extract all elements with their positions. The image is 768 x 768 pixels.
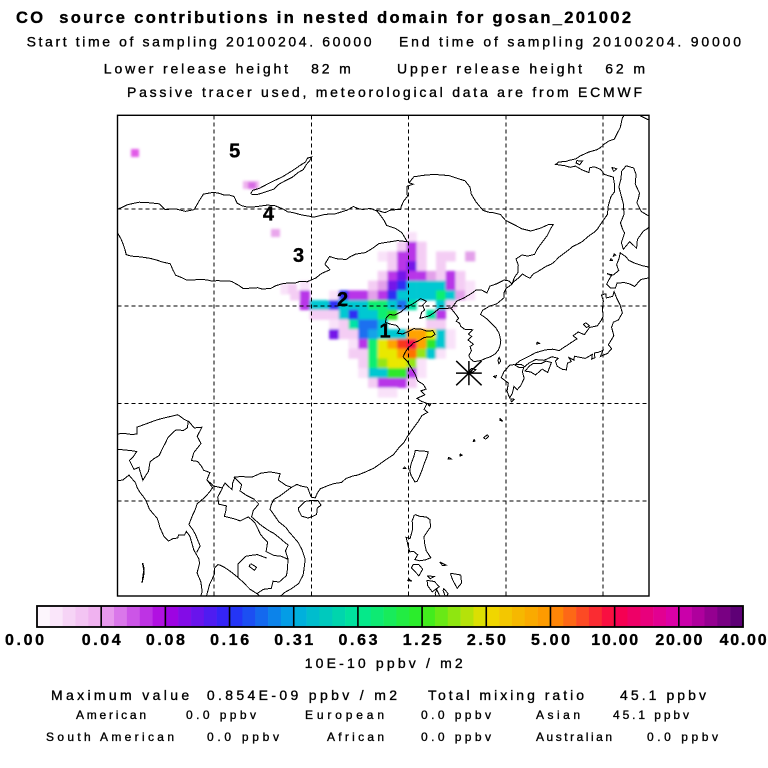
svg-text:0.31: 0.31 — [274, 632, 313, 649]
svg-text:2: 2 — [337, 289, 348, 311]
svg-text:1.25: 1.25 — [403, 632, 442, 649]
svg-text:20.00: 20.00 — [655, 632, 702, 649]
svg-text:0.16: 0.16 — [210, 632, 249, 649]
svg-text:4: 4 — [263, 203, 275, 225]
svg-text:0.63: 0.63 — [339, 632, 378, 649]
svg-text:0.08: 0.08 — [146, 632, 185, 649]
svg-text:Australian: Australian — [536, 730, 612, 744]
svg-text:40.00: 40.00 — [720, 632, 767, 649]
svg-text:5.00: 5.00 — [531, 632, 570, 649]
svg-text:0.00: 0.00 — [5, 632, 44, 649]
svg-text:CO source contributions in ne: CO source contributions in nested domain… — [16, 9, 631, 27]
svg-text:45.1 ppbv: 45.1 ppbv — [620, 687, 706, 703]
svg-text:0.0 ppbv: 0.0 ppbv — [207, 730, 279, 744]
svg-text:0.04: 0.04 — [82, 632, 121, 649]
svg-text:0.0 ppbv: 0.0 ppbv — [421, 730, 491, 744]
svg-text:Total mixing ratio: Total mixing ratio — [428, 687, 584, 703]
svg-text:End time of sampling 20100204.: End time of sampling 20100204. 90000 — [399, 34, 741, 50]
svg-text:American: American — [76, 708, 146, 722]
svg-text:1: 1 — [379, 321, 390, 343]
svg-text:0.0 ppbv: 0.0 ppbv — [421, 708, 491, 722]
svg-text:5: 5 — [229, 141, 240, 163]
svg-text:0.0 ppbv: 0.0 ppbv — [186, 708, 256, 722]
svg-text:2.50: 2.50 — [467, 632, 506, 649]
svg-text:10.00: 10.00 — [591, 632, 638, 649]
svg-text:Start time of sampling 2010020: Start time of sampling 20100204. 60000 — [27, 34, 372, 50]
svg-text:0.0 ppbv: 0.0 ppbv — [647, 730, 718, 744]
svg-text:45.1 ppbv: 45.1 ppbv — [613, 708, 689, 722]
svg-text:3: 3 — [293, 245, 304, 267]
svg-text:Asian: Asian — [536, 708, 580, 722]
